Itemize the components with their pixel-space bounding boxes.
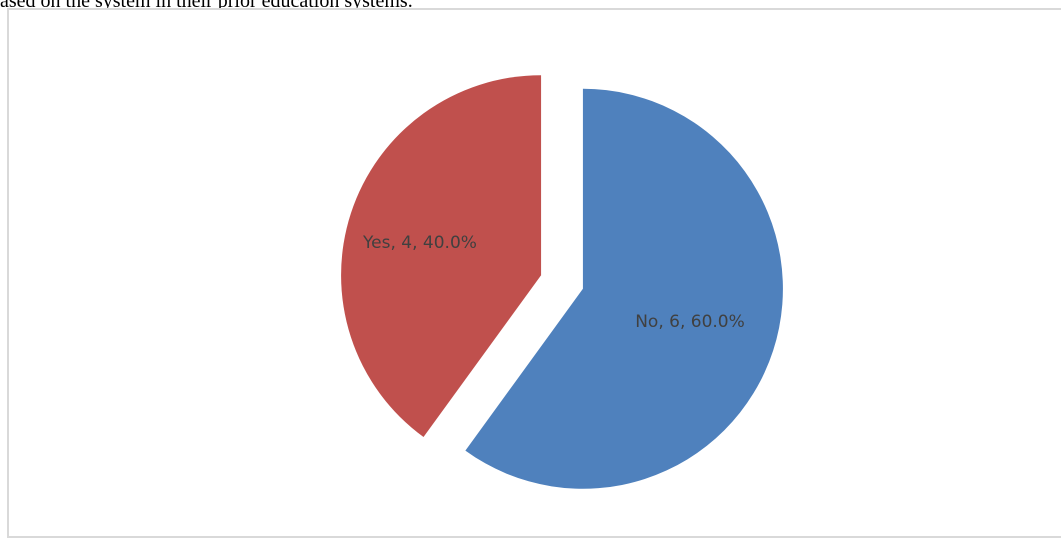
- pie-chart: No, 6, 60.0% Yes, 4, 40.0%: [341, 75, 783, 489]
- data-label-no: No, 6, 60.0%: [635, 312, 745, 332]
- pie-slice-yes: [341, 75, 542, 438]
- pie-slice-no: [465, 88, 783, 489]
- figure-caption: ased on the system in their prior educat…: [0, 0, 413, 11]
- data-label-yes: Yes, 4, 40.0%: [362, 233, 477, 253]
